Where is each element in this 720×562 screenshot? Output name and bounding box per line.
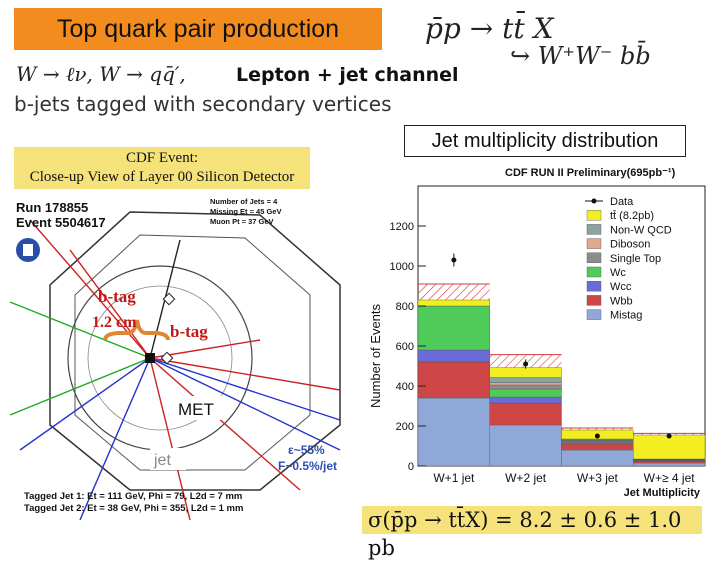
x-tick-label: W+2 jet: [505, 471, 547, 485]
legend-data-marker: [592, 199, 597, 204]
efficiency-label: ε~55%: [288, 443, 325, 457]
x-axis-label: Jet Multiplicity: [624, 487, 701, 499]
legend-swatch: [587, 310, 601, 320]
data-point: [451, 258, 456, 263]
bar-segment: [418, 398, 490, 466]
info-met: Missing Et = 45 GeV: [210, 207, 281, 216]
bar-segment: [490, 378, 562, 383]
bar-segment: [490, 383, 562, 385]
btag-label-1: b-tag: [98, 287, 136, 306]
uncertainty-band: [418, 284, 490, 300]
legend-label: tt̄ (8.2pb): [610, 210, 654, 222]
y-axis-label: Number of Events: [368, 303, 383, 408]
bar-segment: [490, 385, 562, 389]
legend-label: Diboson: [610, 239, 650, 251]
chart-legend: Data tt̄ (8.2pb) Non-W QCD Diboson Single To…: [585, 196, 672, 322]
y-tick-label: 0: [408, 461, 414, 473]
bar-segment: [633, 463, 705, 466]
legend-label: Mistag: [610, 310, 642, 322]
info-jets: Number of Jets = 4: [210, 197, 278, 206]
legend-label: Wcc: [610, 281, 632, 293]
event-display-header: CDF Event: Close-up View of Layer 00 Sil…: [14, 147, 310, 189]
y-tick-label: 1000: [390, 261, 414, 273]
bar-segment: [633, 435, 705, 459]
bar-segment: [418, 350, 490, 362]
jet-label: jet: [153, 452, 171, 469]
bar-segment: [418, 362, 490, 398]
x-tick-label: W+1 jet: [433, 471, 475, 485]
run-number: Run 178855: [16, 200, 88, 215]
legend-label: Wc: [610, 267, 626, 279]
event-number: Event 5504617: [16, 215, 106, 230]
cdf-logo-mark: [23, 244, 33, 256]
decay-modes: W → ℓν, W → qq̄′,: [16, 62, 186, 87]
jet-multiplicity-chart: CDF RUN II Preliminary(695pb⁻¹) Number o…: [360, 156, 715, 504]
bar-segment: [562, 450, 634, 466]
reaction-line-1: p̄p → tt̄ X: [425, 12, 553, 45]
bar-segment: [490, 397, 562, 403]
event-header-line-2: Close-up View of Layer 00 Silicon Detect…: [14, 168, 310, 187]
jet-multiplicity-label: Jet multiplicity distribution: [404, 125, 686, 157]
data-point: [667, 434, 672, 439]
legend-label-data: Data: [610, 196, 634, 208]
y-tick-label: 400: [396, 381, 414, 393]
fake-rate-label: F~0.5%/jet: [278, 459, 337, 473]
bar-segment: [490, 403, 562, 425]
bar-segment: [633, 461, 705, 463]
legend-swatch: [587, 210, 601, 220]
chart-title: CDF RUN II Preliminary(695pb⁻¹): [505, 167, 676, 179]
legend-swatch: [587, 281, 601, 291]
event-header-line-1: CDF Event:: [14, 149, 310, 168]
legend-label: Single Top: [610, 253, 661, 265]
legend-label: Wbb: [610, 295, 633, 307]
slide-title: Top quark pair production: [14, 8, 382, 50]
btag-description: b-jets tagged with secondary vertices: [14, 92, 392, 116]
bar-segment: [562, 444, 634, 450]
reaction-line-2: ↪ W⁺W⁻ bb̄: [510, 42, 651, 70]
bar-segment: [418, 300, 490, 306]
y-tick-label: 1200: [390, 221, 414, 233]
btag-label-2: b-tag: [170, 322, 208, 341]
met-label: MET: [178, 400, 214, 419]
legend-swatch: [587, 295, 601, 305]
bar-segment: [490, 425, 562, 466]
data-point: [595, 434, 600, 439]
primary-vertex: [145, 353, 155, 363]
bar-segment: [490, 368, 562, 378]
x-tick-label: W+≥ 4 jet: [644, 471, 696, 485]
data-point: [523, 362, 528, 367]
legend-swatch: [587, 224, 601, 234]
legend-label: Non-W QCD: [610, 224, 672, 236]
tagged-jet-1: Tagged Jet 1: Et = 111 GeV, Phi = 79, L2…: [24, 491, 242, 502]
legend-swatch: [587, 267, 601, 277]
y-tick-label: 800: [396, 301, 414, 313]
legend-swatch: [587, 253, 601, 263]
bar-segment: [562, 442, 634, 444]
lepton-jet-channel: Lepton + jet channel: [236, 64, 459, 86]
event-display: Run 178855 Event 5504617 Number of Jets …: [10, 190, 360, 520]
y-tick-label: 200: [396, 421, 414, 433]
tagged-jet-2: Tagged Jet 2: Et = 38 GeV, Phi = 355, L2…: [24, 503, 243, 514]
x-tick-label: W+3 jet: [577, 471, 619, 485]
info-muon: Muon Pt = 37 GeV: [210, 217, 274, 226]
legend-swatch: [587, 239, 601, 249]
cross-section-formula: σ(p̄p → tt̄X) = 8.2 ± 0.6 ± 1.0 pb: [362, 506, 702, 534]
bar-segment: [490, 389, 562, 397]
bar-segment: [418, 306, 490, 350]
distance-label: 1.2 cm: [92, 314, 137, 331]
y-tick-label: 600: [396, 341, 414, 353]
